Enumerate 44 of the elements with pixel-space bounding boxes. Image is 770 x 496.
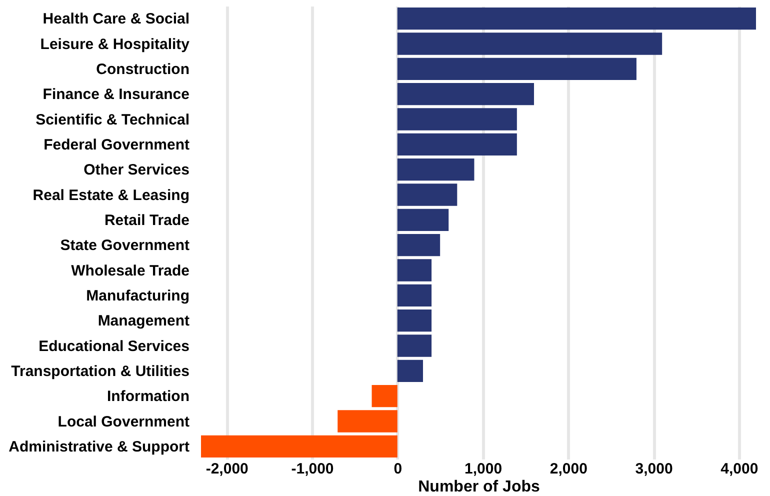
y-tick-label: Management bbox=[98, 312, 190, 330]
bar bbox=[201, 435, 398, 458]
bar bbox=[397, 108, 517, 130]
x-tick-label: 2,000 bbox=[550, 460, 588, 478]
y-tick-label: Manufacturing bbox=[86, 287, 190, 304]
y-tick-label: Finance & Insurance bbox=[42, 86, 190, 104]
x-tick-label: 4,000 bbox=[720, 460, 758, 478]
bar bbox=[397, 32, 662, 55]
y-tick-label: Local Government bbox=[58, 413, 190, 430]
bar bbox=[397, 133, 517, 156]
y-tick-label: Construction bbox=[96, 60, 190, 78]
bar bbox=[397, 208, 449, 231]
bar bbox=[372, 385, 398, 408]
y-tick-label: Transportation & Utilities bbox=[11, 362, 190, 380]
bar bbox=[397, 58, 636, 80]
bar bbox=[397, 184, 458, 206]
bar bbox=[397, 8, 756, 30]
bar bbox=[397, 234, 440, 256]
bar bbox=[397, 259, 432, 282]
bar bbox=[397, 83, 534, 106]
bar bbox=[397, 284, 432, 306]
y-tick-label: Wholesale Trade bbox=[71, 262, 190, 280]
x-tick-label: 0 bbox=[394, 460, 402, 478]
x-tick-label: 3,000 bbox=[635, 460, 673, 478]
y-tick-label: Leisure & Hospitality bbox=[40, 36, 190, 53]
x-tick-label: 1,000 bbox=[464, 460, 502, 478]
y-tick-label: Real Estate & Leasing bbox=[32, 186, 190, 204]
y-tick-label: Educational Services bbox=[38, 338, 190, 355]
y-tick-label: Health Care & Social bbox=[42, 10, 190, 28]
y-tick-label: Administrative & Support bbox=[8, 438, 190, 456]
y-tick-label: Other Services bbox=[84, 162, 190, 179]
y-tick-label: State Government bbox=[60, 237, 190, 254]
bar bbox=[397, 334, 432, 357]
y-tick-label: Retail Trade bbox=[104, 212, 190, 229]
x-tick-label: -1,000 bbox=[291, 460, 334, 478]
x-tick-label: -2,000 bbox=[206, 460, 248, 478]
y-tick-label: Information bbox=[107, 388, 190, 406]
bar bbox=[397, 310, 432, 332]
y-tick-label: Federal Government bbox=[44, 136, 190, 154]
x-axis-title: Number of Jobs bbox=[418, 478, 540, 496]
y-tick-label: Scientific & Technical bbox=[36, 111, 190, 128]
bar bbox=[397, 360, 423, 382]
bar bbox=[338, 410, 398, 432]
bar bbox=[397, 158, 474, 181]
